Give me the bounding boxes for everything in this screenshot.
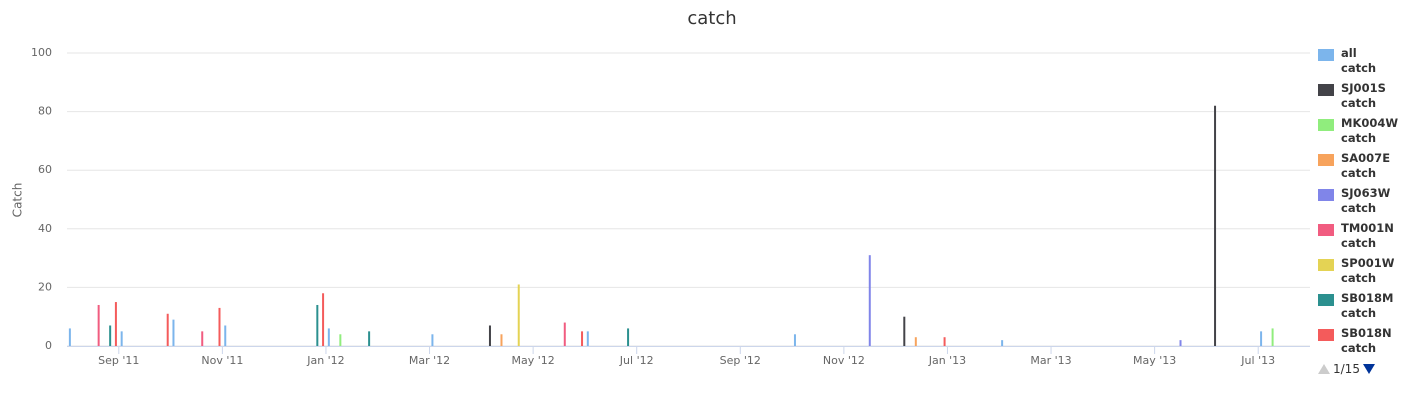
y-tick-label: 100 [31, 46, 52, 59]
legend-label: SJ001S catch [1341, 81, 1386, 110]
x-tick-label: May '13 [1133, 354, 1176, 367]
legend-label: SB018N catch [1341, 326, 1392, 355]
bar [563, 322, 566, 346]
bar [218, 307, 221, 346]
bar [793, 334, 796, 346]
legend-item[interactable]: SA007E catch [1318, 151, 1398, 186]
legend-swatch [1318, 224, 1334, 236]
bar [914, 337, 917, 346]
legend-label: SJ063W catch [1341, 186, 1391, 215]
bar [201, 331, 204, 346]
legend-item[interactable]: MK004W catch [1318, 116, 1398, 151]
bar [68, 328, 71, 346]
legend-label: MK004W catch [1341, 116, 1399, 145]
bar [586, 331, 589, 346]
bar [903, 316, 906, 346]
legend-label: TM001N catch [1341, 221, 1394, 250]
pager-up[interactable] [1318, 364, 1330, 374]
y-axis-title: Catch [11, 183, 25, 218]
chart: catch Catch 0 20 40 60 80 100 Sep '11 Nov '11 Ja… [11, 8, 1310, 367]
x-tick-label: May '12 [511, 354, 554, 367]
bar [488, 325, 491, 346]
bar [1260, 331, 1263, 346]
x-tick-label: Jan '12 [306, 354, 344, 367]
legend-label: SA007E catch [1341, 151, 1391, 180]
x-tick-label: Nov '11 [201, 354, 243, 367]
bar [339, 334, 342, 346]
legend-swatch [1318, 154, 1334, 166]
legend-swatch [1318, 294, 1334, 306]
x-tick-label: Mar '13 [1030, 354, 1071, 367]
bar [166, 313, 169, 346]
bar [172, 319, 175, 346]
bar [943, 337, 946, 346]
legend-item[interactable]: SB018N catch [1318, 326, 1398, 361]
bar [109, 325, 112, 346]
bar [327, 328, 330, 346]
legend-label: SP001W catch [1341, 256, 1395, 285]
legend-item[interactable]: SP001W catch [1318, 256, 1398, 291]
bar [120, 331, 123, 346]
bar [114, 302, 117, 346]
bar [1214, 105, 1217, 347]
y-tick-label: 40 [38, 222, 52, 235]
bar [97, 304, 100, 346]
legend-swatch [1318, 189, 1334, 201]
bar [431, 334, 434, 346]
bar [581, 331, 584, 346]
bar [1179, 340, 1182, 346]
legend-item[interactable]: SB018M catch [1318, 291, 1398, 326]
bar [627, 328, 630, 346]
x-tick-label: Jan '13 [928, 354, 966, 367]
bar [868, 255, 871, 346]
legend-swatch [1318, 119, 1334, 131]
legend-item[interactable]: TM001N catch [1318, 221, 1398, 256]
legend-swatch [1318, 259, 1334, 271]
chart-title: catch [687, 8, 736, 29]
x-tick-label: Sep '12 [720, 354, 761, 367]
bar [1271, 328, 1274, 346]
legend-pager: 1/15 [1318, 362, 1375, 376]
bar [1001, 340, 1004, 346]
y-tick-label: 80 [38, 105, 52, 118]
legend-item[interactable]: all catch [1318, 46, 1398, 81]
bar [368, 331, 371, 346]
pager-down[interactable] [1362, 364, 1375, 374]
legend-swatch [1318, 49, 1334, 61]
legend-label: SB018M catch [1341, 291, 1394, 320]
x-tick-label: Nov '12 [823, 354, 865, 367]
x-tick-label: Jul '13 [1240, 354, 1275, 367]
x-tick-label: Jul '12 [619, 354, 654, 367]
x-tick-label: Mar '12 [409, 354, 450, 367]
bar [224, 325, 227, 346]
legend-item[interactable]: SJ001S catch [1318, 81, 1398, 116]
bar [517, 284, 520, 346]
y-tick-label: 20 [38, 280, 52, 293]
bar [322, 293, 325, 346]
legend-swatch [1318, 329, 1334, 341]
legend-label: all catch [1341, 46, 1377, 75]
legend-item[interactable]: SJ063W catch [1318, 186, 1398, 221]
bar [316, 304, 319, 346]
legend: all catch SJ001S catch MK004W catch SA007E … [1318, 46, 1398, 361]
x-tick-label: Sep '11 [98, 354, 139, 367]
legend-swatch [1318, 84, 1334, 96]
y-tick-label: 0 [45, 339, 52, 352]
y-tick-label: 60 [38, 163, 52, 176]
pager-text: 1/15 [1333, 362, 1360, 376]
bar [500, 334, 503, 346]
